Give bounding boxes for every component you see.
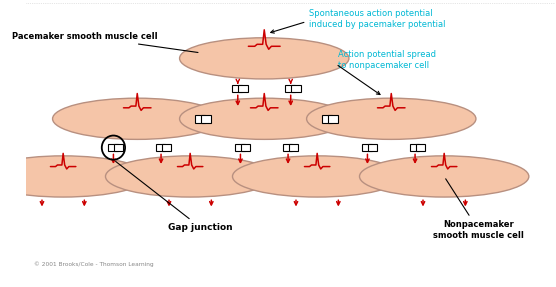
Bar: [108, 144, 118, 152]
Bar: [201, 115, 211, 123]
Bar: [232, 85, 242, 92]
Bar: [289, 144, 298, 152]
Bar: [285, 85, 295, 92]
Bar: [322, 115, 332, 123]
Bar: [291, 85, 301, 92]
Text: © 2001 Brooks/Cole - Thomson Learning: © 2001 Brooks/Cole - Thomson Learning: [34, 261, 153, 267]
Text: Gap junction: Gap junction: [116, 161, 233, 232]
Bar: [362, 144, 371, 152]
Bar: [368, 144, 378, 152]
Bar: [239, 85, 248, 92]
Text: Action potential spread
to nonpacemaker cell: Action potential spread to nonpacemaker …: [339, 50, 436, 70]
Ellipse shape: [180, 98, 349, 139]
Bar: [196, 115, 205, 123]
Text: Pacemaker smooth muscle cell: Pacemaker smooth muscle cell: [12, 32, 198, 53]
Bar: [235, 144, 245, 152]
Ellipse shape: [180, 38, 349, 79]
Bar: [283, 144, 292, 152]
Bar: [156, 144, 165, 152]
Bar: [410, 144, 419, 152]
Ellipse shape: [306, 98, 476, 139]
Ellipse shape: [106, 156, 275, 197]
Bar: [415, 144, 425, 152]
Ellipse shape: [53, 98, 222, 139]
Ellipse shape: [360, 156, 529, 197]
Ellipse shape: [232, 156, 402, 197]
Text: Spontaneous action potential
induced by pacemaker potential: Spontaneous action potential induced by …: [309, 9, 446, 29]
Bar: [114, 144, 123, 152]
Bar: [162, 144, 171, 152]
Bar: [241, 144, 251, 152]
Bar: [328, 115, 338, 123]
Ellipse shape: [0, 156, 148, 197]
Text: Nonpacemaker
smooth muscle cell: Nonpacemaker smooth muscle cell: [433, 179, 524, 240]
